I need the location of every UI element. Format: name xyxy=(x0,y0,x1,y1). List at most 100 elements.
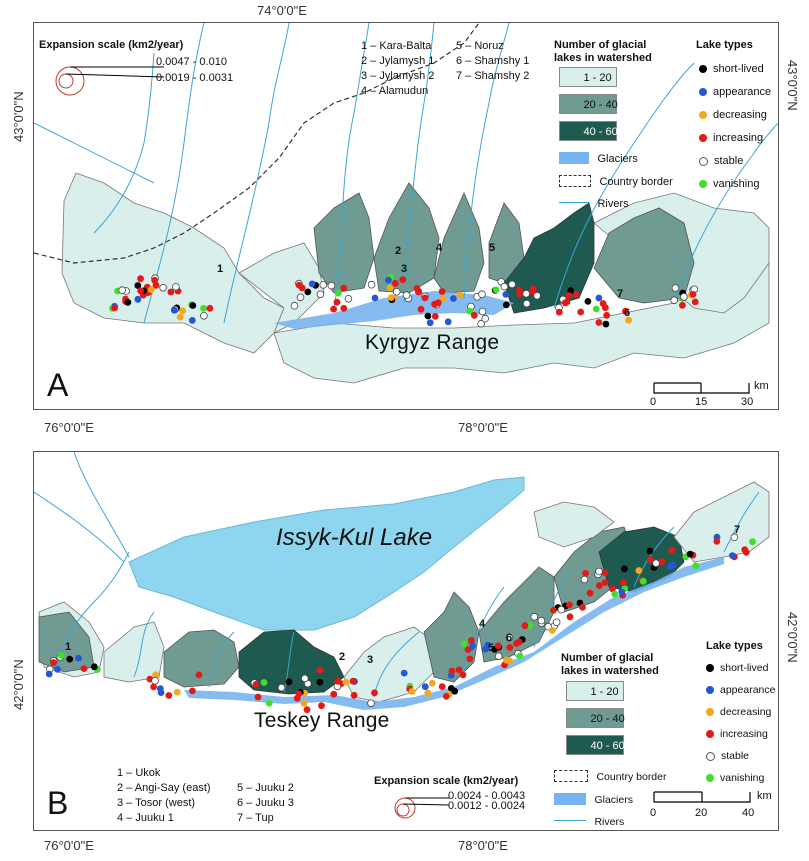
lake-point xyxy=(50,659,57,666)
lake-point xyxy=(137,287,144,295)
lake-point xyxy=(188,317,196,324)
lake-point xyxy=(460,640,468,648)
lake-point xyxy=(54,666,61,673)
panel-a-type-stable: stable xyxy=(699,155,743,167)
lake-point xyxy=(502,301,510,309)
lake-point xyxy=(492,286,500,294)
lake-point xyxy=(421,683,429,691)
lake-point xyxy=(167,288,175,296)
lake-point xyxy=(448,667,456,675)
lake-point xyxy=(173,688,181,696)
panel-a-expansion-scale-title: Expansion scale (km2/year) xyxy=(39,39,184,51)
panel-b-lake-types-title: Lake types xyxy=(706,640,763,652)
lake-point xyxy=(45,670,53,678)
panel-a-border-legend: Country border xyxy=(559,172,673,190)
lake-point xyxy=(658,558,666,566)
lake-point xyxy=(189,302,197,309)
lake-point xyxy=(670,296,678,305)
lake-point xyxy=(533,291,541,300)
top-longitude-label: 74°0'0"E xyxy=(257,3,307,18)
panel-a-marker-5: 5 xyxy=(489,242,496,254)
lake-point xyxy=(689,291,697,298)
lake-point xyxy=(622,307,629,315)
lake-point xyxy=(566,601,573,609)
lake-point xyxy=(367,280,376,289)
lake-point xyxy=(686,550,694,558)
lake-point xyxy=(618,588,626,596)
country-border-a xyxy=(34,23,480,264)
panel-b-marker-4: 4 xyxy=(479,618,486,630)
lake-point xyxy=(555,308,563,316)
lake-point xyxy=(386,284,394,292)
lake-point xyxy=(566,613,574,621)
lake-point xyxy=(692,562,700,570)
lake-point xyxy=(625,316,632,324)
panel-b-rivers-legend: Rivers xyxy=(554,812,624,830)
lake-point xyxy=(58,652,65,659)
lake-point xyxy=(75,654,82,662)
panel-a-watershed-class-3: 40 - 60 xyxy=(559,121,618,141)
lake-point xyxy=(134,282,142,289)
panel-b-type-increasing: increasing xyxy=(706,728,768,740)
panel-b-expansion-scale-title: Expansion scale (km2/year) xyxy=(374,775,519,787)
lake-point xyxy=(652,559,660,568)
lake-point xyxy=(176,313,184,321)
lake-point xyxy=(621,565,628,573)
swatch-b-1-20 xyxy=(566,681,624,701)
panel-a-marker-3: 3 xyxy=(401,263,408,275)
swatch-b-40-60 xyxy=(566,735,624,755)
lake-point xyxy=(330,305,337,313)
panel-a-watershed-legend-title: Number of glacial lakes in watershed xyxy=(554,39,652,64)
lake-point xyxy=(592,305,600,313)
lake-point xyxy=(156,685,164,692)
panel-a-marker-2: 2 xyxy=(395,245,402,257)
lake-point xyxy=(646,547,654,555)
lake-point xyxy=(342,678,350,686)
lake-point xyxy=(304,288,312,296)
lake-point xyxy=(200,304,207,312)
lake-point xyxy=(165,692,173,699)
lake-point xyxy=(300,700,308,707)
glaciers-band-b xyxy=(184,557,724,710)
lake-point xyxy=(522,299,531,308)
panel-b-marker-1: 1 xyxy=(65,641,72,653)
lake-point xyxy=(456,291,464,299)
lake-point xyxy=(295,690,303,698)
lake-point xyxy=(66,655,74,663)
lake-point xyxy=(584,298,592,305)
lake-point xyxy=(548,626,556,634)
lake-point xyxy=(200,311,208,320)
lake-point xyxy=(500,282,509,291)
panel-a-rivers-legend: Rivers xyxy=(559,194,629,212)
lake-point xyxy=(387,294,395,301)
lake-point xyxy=(333,298,341,306)
lake-point xyxy=(400,669,408,677)
panel-a-lake-name-6: 6 – Shamshy 1 xyxy=(456,55,530,67)
lake-point xyxy=(80,665,88,672)
lake-point xyxy=(602,320,610,328)
lake-point xyxy=(434,299,442,307)
panel-b-scale-0: 0 xyxy=(650,807,657,819)
panel-b-watershed-legend-title: Number of glacial lakes in watershed xyxy=(561,652,659,677)
panel-b-range-name: Teskey Range xyxy=(254,709,390,732)
panel-b-type-stable: stable xyxy=(706,750,749,762)
panel-a-scale-0: 0 xyxy=(650,396,657,408)
scale-bar-b xyxy=(653,791,751,803)
panel-b-lake-points xyxy=(45,533,756,714)
panel-a-lake-name-5: 5 – Noruz xyxy=(456,40,504,52)
lake-point xyxy=(730,533,739,541)
watershed-b-light-east xyxy=(673,481,770,563)
panel-a-lake-name-1: 1 – Kara-Balta xyxy=(361,40,432,52)
lake-point xyxy=(580,575,589,584)
lake-point xyxy=(611,590,619,598)
lake-point xyxy=(350,691,358,699)
panel-a-lake-name-7: 7 – Shamshy 2 xyxy=(456,70,530,82)
lake-point xyxy=(565,292,573,299)
panel-b-lake-name-7: 7 – Tup xyxy=(237,812,274,824)
panel-b-expansion-small-value: 0.0012 - 0.0024 xyxy=(448,800,526,812)
lake-point xyxy=(424,689,432,697)
lake-point xyxy=(669,561,677,569)
panel-b-map-canvas xyxy=(34,452,770,803)
lake-point xyxy=(639,577,647,585)
panel-a-watershed-class-2: 20 - 40 xyxy=(559,94,618,114)
